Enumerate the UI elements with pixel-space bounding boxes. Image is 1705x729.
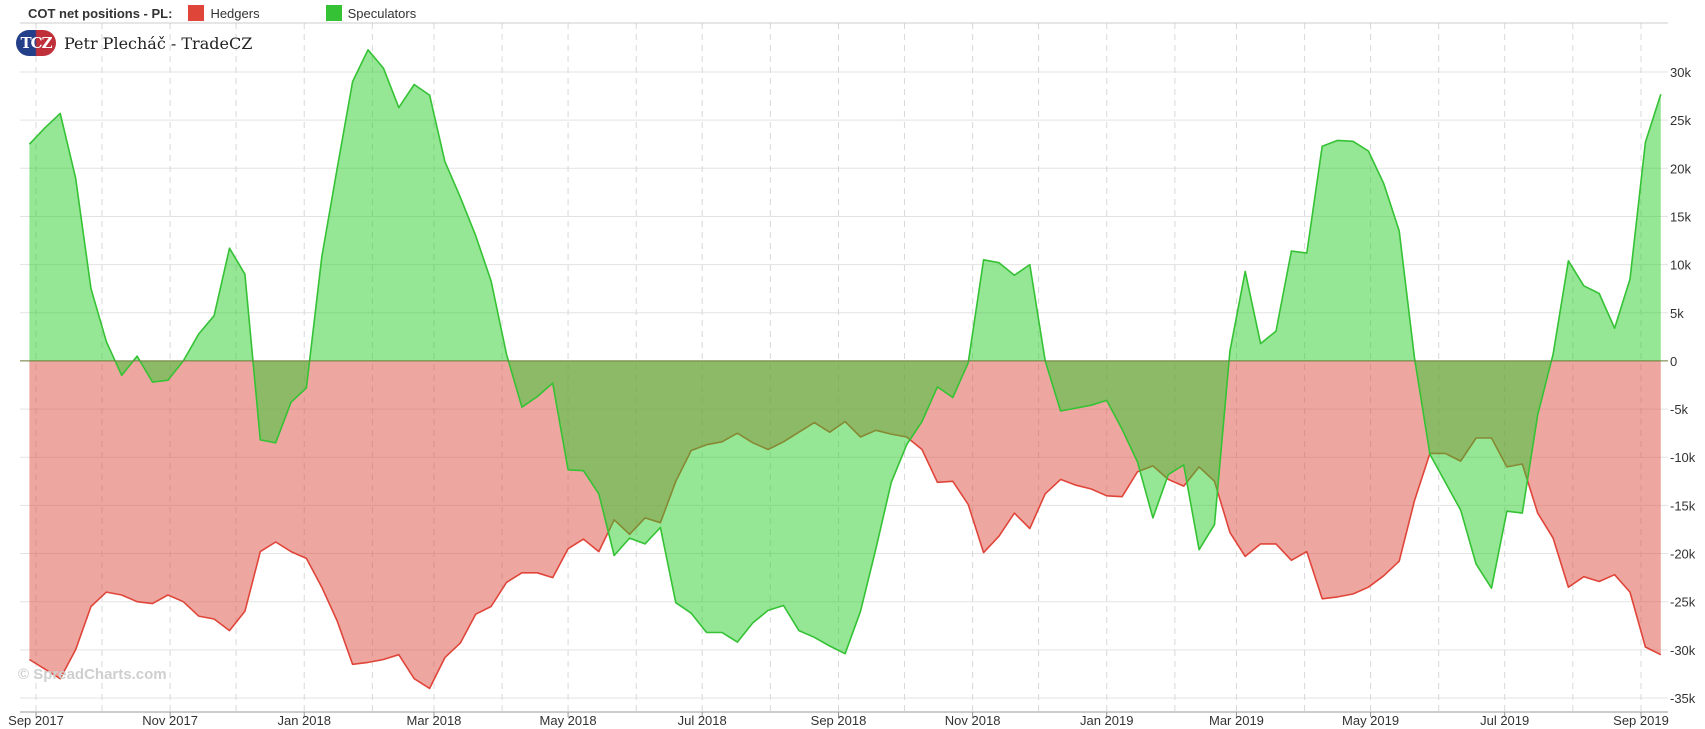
y-tick-label: 20k xyxy=(1670,161,1691,176)
brand-name: Petr Plecháč - TradeCZ xyxy=(64,33,253,53)
x-tick-label: Sep 2017 xyxy=(8,713,64,728)
x-tick-label: Jul 2018 xyxy=(678,713,727,728)
x-tick-label: Jan 2019 xyxy=(1080,713,1134,728)
x-tick-label: Sep 2018 xyxy=(811,713,867,728)
x-tick-label: Nov 2017 xyxy=(142,713,198,728)
y-tick-label: 10k xyxy=(1670,258,1691,273)
y-tick-label: 15k xyxy=(1670,209,1691,224)
x-tick-label: May 2018 xyxy=(540,713,597,728)
y-tick-label: -10k xyxy=(1670,450,1696,465)
y-tick-label: -30k xyxy=(1670,643,1696,658)
y-axis: 30k 25k 20k 15k 10k 5k 0 -5k -10k -15k -20k -25k -30… xyxy=(1670,65,1696,706)
legend-title: COT net positions - PL: xyxy=(28,5,173,21)
y-tick-label: -15k xyxy=(1670,498,1696,513)
legend-item-speculators[interactable]: Speculators xyxy=(325,5,417,21)
legend-label-speculators: Speculators xyxy=(347,5,417,21)
series-areas xyxy=(20,49,1668,690)
brand: TCZ Petr Plecháč - TradeCZ xyxy=(16,30,252,56)
x-tick-label: Mar 2018 xyxy=(406,713,461,728)
x-axis: Sep 2017 Nov 2017 Jan 2018 Mar 2018 May 2018… xyxy=(8,22,1669,728)
speculators-swatch xyxy=(325,5,342,21)
y-tick-label: -35k xyxy=(1670,691,1696,706)
tradecz-logo: TCZ xyxy=(16,30,56,56)
y-tick-label: -20k xyxy=(1670,547,1696,562)
y-tick-label: -25k xyxy=(1670,595,1696,610)
legend-label-hedgers: Hedgers xyxy=(210,5,260,21)
speculators-area xyxy=(29,49,1661,654)
legend-item-hedgers[interactable]: Hedgers xyxy=(188,5,260,21)
y-tick-label: 5k xyxy=(1670,306,1684,321)
y-tick-label: -5k xyxy=(1670,402,1689,417)
hedgers-swatch xyxy=(188,5,205,21)
y-tick-label: 30k xyxy=(1670,65,1691,80)
x-tick-label: Mar 2019 xyxy=(1209,713,1264,728)
chart-legend: COT net positions - PL: Hedgers Speculat… xyxy=(28,4,482,22)
x-tick-label: May 2019 xyxy=(1342,713,1399,728)
hedgers-area xyxy=(29,360,1661,689)
x-tick-label: Jul 2019 xyxy=(1480,713,1529,728)
y-tick-label: 0 xyxy=(1670,354,1677,369)
speculators-line xyxy=(28,49,1662,655)
watermark: © SpreadCharts.com xyxy=(18,666,167,683)
x-tick-label: Sep 2019 xyxy=(1613,713,1669,728)
x-tick-label: Jan 2018 xyxy=(277,713,331,728)
x-tick-label: Nov 2018 xyxy=(945,713,1001,728)
y-tick-label: 25k xyxy=(1670,113,1691,128)
